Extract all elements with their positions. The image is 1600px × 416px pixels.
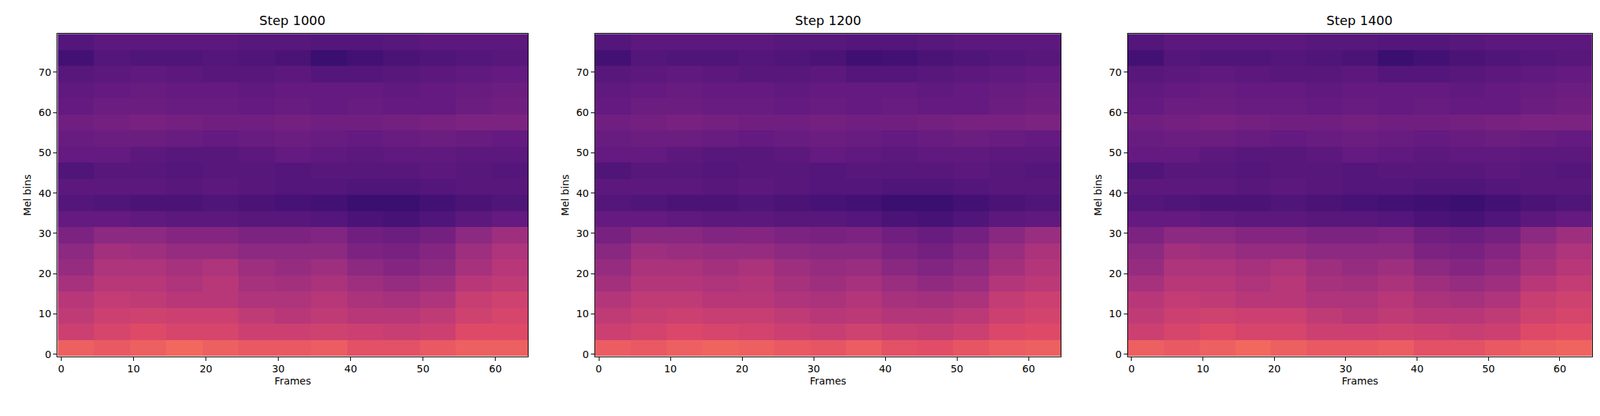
svg-text:50: 50 (38, 146, 52, 159)
svg-text:70: 70 (1108, 66, 1122, 79)
svg-text:Frames: Frames (274, 375, 311, 387)
svg-text:0: 0 (595, 363, 603, 375)
svg-text:40: 40 (575, 187, 589, 200)
svg-text:10: 10 (663, 363, 677, 375)
svg-text:60: 60 (1108, 106, 1122, 119)
svg-text:20: 20 (575, 267, 589, 280)
svg-text:30: 30 (1339, 363, 1353, 375)
svg-text:30: 30 (575, 227, 589, 240)
svg-text:10: 10 (38, 307, 52, 320)
svg-text:30: 30 (1108, 227, 1122, 240)
svg-text:10: 10 (1108, 307, 1122, 320)
svg-text:60: 60 (38, 106, 52, 119)
svg-text:60: 60 (1022, 363, 1035, 375)
svg-text:0: 0 (45, 348, 52, 361)
svg-text:60: 60 (575, 106, 589, 119)
svg-text:Step 1000: Step 1000 (259, 12, 326, 28)
svg-text:60: 60 (1553, 363, 1567, 375)
svg-text:60: 60 (489, 363, 503, 375)
svg-text:Mel bins: Mel bins (1092, 174, 1104, 216)
svg-text:0: 0 (1115, 348, 1122, 361)
svg-text:10: 10 (575, 307, 589, 320)
svg-text:40: 40 (344, 363, 358, 375)
svg-text:10: 10 (127, 363, 141, 375)
svg-text:20: 20 (1108, 267, 1122, 280)
svg-text:Frames: Frames (810, 375, 847, 387)
svg-text:70: 70 (38, 66, 52, 79)
svg-text:Mel bins: Mel bins (21, 174, 33, 216)
svg-text:30: 30 (272, 363, 286, 375)
svg-text:10: 10 (1196, 363, 1210, 375)
svg-text:0: 0 (58, 363, 65, 375)
svg-text:20: 20 (1267, 363, 1281, 375)
svg-text:50: 50 (1481, 363, 1495, 375)
svg-text:Step 1400: Step 1400 (1326, 12, 1394, 28)
svg-text:30: 30 (38, 227, 52, 240)
svg-text:40: 40 (1410, 363, 1424, 375)
svg-text:Step 1200: Step 1200 (794, 12, 862, 28)
svg-text:40: 40 (1108, 187, 1122, 200)
svg-text:30: 30 (807, 363, 821, 375)
svg-text:40: 40 (38, 187, 52, 200)
svg-text:50: 50 (950, 363, 964, 375)
svg-text:40: 40 (878, 363, 892, 375)
svg-text:50: 50 (416, 363, 430, 375)
svg-text:20: 20 (199, 363, 213, 375)
svg-text:Mel bins: Mel bins (559, 174, 571, 216)
svg-text:20: 20 (735, 363, 749, 375)
svg-text:0: 0 (582, 348, 589, 361)
svg-text:50: 50 (575, 146, 589, 159)
svg-text:20: 20 (38, 267, 52, 280)
svg-text:70: 70 (575, 66, 589, 79)
svg-text:Frames: Frames (1341, 375, 1378, 387)
svg-text:0: 0 (1128, 363, 1135, 375)
svg-text:50: 50 (1108, 146, 1122, 159)
